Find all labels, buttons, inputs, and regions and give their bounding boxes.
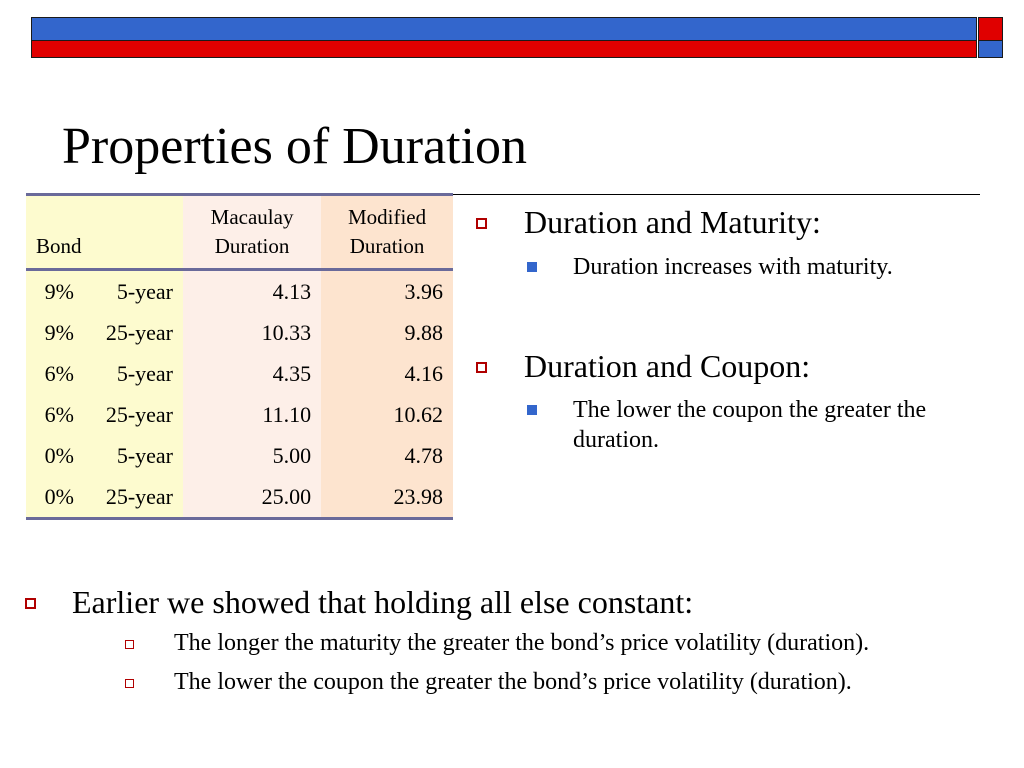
bullet-duration-maturity: Duration and Maturity: [524, 204, 821, 240]
cell-macaulay: 4.13 [183, 269, 322, 312]
slide-title: Properties of Duration [62, 118, 528, 175]
bullet-duration-coupon: Duration and Coupon: [524, 348, 811, 384]
sub-bullet-coupon-line2: duration. [573, 427, 659, 453]
table-row: 9% 5-year 4.13 3.96 [26, 269, 453, 312]
small-hollow-square-bullet-icon [125, 679, 134, 688]
cell-maturity: 5-year [78, 269, 183, 312]
cell-modified: 4.78 [321, 435, 453, 476]
cell-modified: 3.96 [321, 269, 453, 312]
cell-maturity: 25-year [78, 394, 183, 435]
table-row: 6% 25-year 11.10 10.62 [26, 394, 453, 435]
hollow-square-bullet-icon [476, 362, 487, 373]
sub-bullet-longer-maturity: The longer the maturity the greater the … [174, 630, 870, 656]
table-row: 9% 25-year 10.33 9.88 [26, 312, 453, 353]
cell-modified: 10.62 [321, 394, 453, 435]
cell-macaulay: 11.10 [183, 394, 322, 435]
table-row: 0% 25-year 25.00 23.98 [26, 476, 453, 519]
header-modified: Modified Duration [321, 194, 453, 270]
hollow-square-bullet-icon [25, 598, 36, 609]
cell-macaulay: 25.00 [183, 476, 322, 519]
header-square-blue [978, 41, 1003, 58]
cell-coupon: 9% [26, 312, 78, 353]
header-modified-line1: Modified [347, 205, 427, 229]
cell-coupon: 0% [26, 435, 78, 476]
cell-maturity: 5-year [78, 435, 183, 476]
cell-coupon: 9% [26, 269, 78, 312]
cell-coupon: 0% [26, 476, 78, 519]
sub-bullet-lower-coupon: The lower the coupon the greater the bon… [174, 669, 852, 695]
header-bar-blue [31, 17, 977, 41]
cell-modified: 23.98 [321, 476, 453, 519]
cell-maturity: 25-year [78, 476, 183, 519]
small-hollow-square-bullet-icon [125, 640, 134, 649]
cell-modified: 4.16 [321, 353, 453, 394]
cell-coupon: 6% [26, 353, 78, 394]
header-bond: Bond [26, 194, 183, 270]
header-modified-line2: Duration [349, 234, 425, 258]
hollow-square-bullet-icon [476, 218, 487, 229]
sub-bullet-maturity: Duration increases with maturity. [573, 254, 893, 280]
duration-table: Bond Macaulay Duration Modified Duration… [26, 193, 453, 520]
header-bar-red [31, 41, 977, 58]
header-square-red [978, 17, 1003, 41]
cell-maturity: 5-year [78, 353, 183, 394]
cell-modified: 9.88 [321, 312, 453, 353]
table-header-row: Bond Macaulay Duration Modified Duration [26, 194, 453, 270]
cell-coupon: 6% [26, 394, 78, 435]
bullet-earlier-showed: Earlier we showed that holding all else … [72, 584, 694, 620]
header-macaulay-line2: Duration [214, 234, 290, 258]
header-macaulay-line1: Macaulay [210, 205, 294, 229]
cell-maturity: 25-year [78, 312, 183, 353]
cell-macaulay: 10.33 [183, 312, 322, 353]
header-macaulay: Macaulay Duration [183, 194, 322, 270]
table-row: 0% 5-year 5.00 4.78 [26, 435, 453, 476]
sub-bullet-coupon-line1: The lower the coupon the greater the [573, 397, 927, 423]
title-underline [452, 194, 980, 195]
filled-square-bullet-icon [527, 262, 537, 272]
table-row: 6% 5-year 4.35 4.16 [26, 353, 453, 394]
header-bond-label: Bond [36, 234, 82, 258]
cell-macaulay: 5.00 [183, 435, 322, 476]
filled-square-bullet-icon [527, 405, 537, 415]
cell-macaulay: 4.35 [183, 353, 322, 394]
